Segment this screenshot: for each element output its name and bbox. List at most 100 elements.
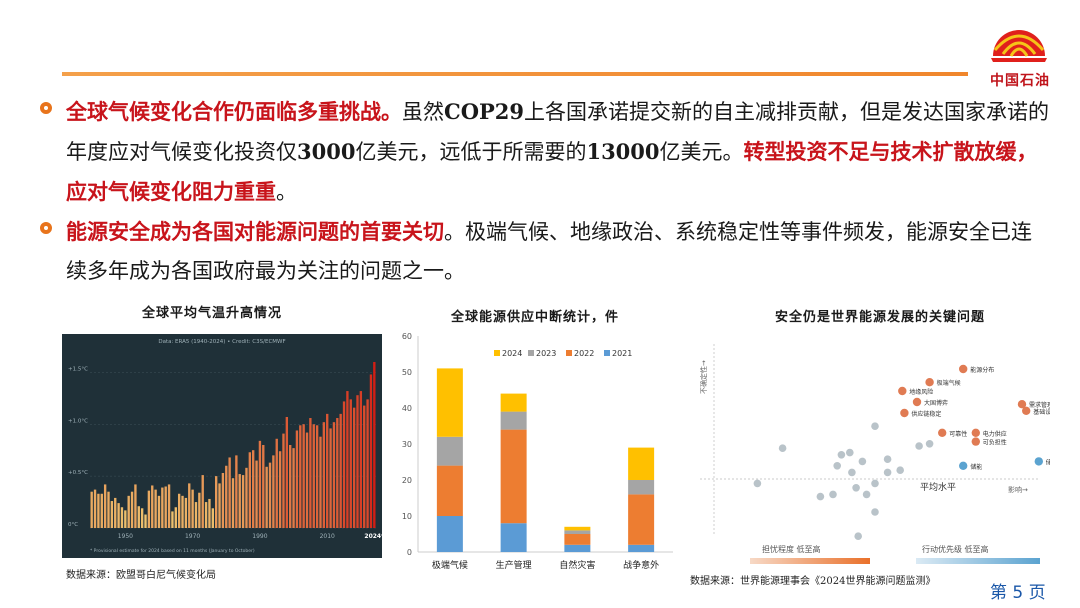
- security-concern-label: 担忧程度 低至高: [762, 544, 821, 554]
- temp-bar: [201, 475, 204, 528]
- paragraph-segment: 13000: [586, 139, 660, 164]
- security-point: [858, 457, 867, 466]
- temp-bar: [134, 484, 137, 528]
- supply-ytick-label: 60: [402, 332, 412, 341]
- security-point-labeled: [1022, 406, 1031, 415]
- temp-bar: [258, 440, 262, 528]
- temp-bar: [329, 428, 332, 528]
- supply-bar-segment: [500, 411, 527, 430]
- temp-bar: [137, 506, 140, 528]
- temp-bar: [292, 448, 295, 528]
- bullet-paragraph-climate: 全球气候变化合作仍面临多重挑战。虽然COP29上各国承诺提交新的自主减排贡献，但…: [40, 92, 1050, 212]
- temp-bar: [204, 502, 208, 528]
- supply-bar-segment: [564, 544, 591, 552]
- temp-bar: [140, 508, 144, 528]
- temp-bar: [252, 450, 255, 528]
- supply-bar-segment: [436, 516, 463, 552]
- cnpc-petal-logo-icon: [991, 30, 1047, 62]
- paragraph-segment: 亿美元。: [659, 140, 744, 164]
- temp-bar: [309, 418, 312, 528]
- temp-bar: [124, 510, 127, 528]
- security-point: [871, 508, 879, 516]
- security-chart-title: 安全仍是世界能源发展的关键问题: [774, 310, 985, 325]
- security-point: [896, 466, 904, 474]
- security-point-labeled: [959, 364, 968, 374]
- security-priority-gradient: [916, 558, 1040, 564]
- temp-xtick-label: 1970: [185, 533, 200, 540]
- temp-ytick-label: +1.0°C: [68, 418, 88, 424]
- temp-bar: [265, 466, 268, 528]
- temp-bar: [198, 492, 201, 528]
- temp-bar: [295, 430, 299, 528]
- temp-bar: [326, 413, 329, 528]
- bullet-ring-icon: [40, 102, 52, 114]
- temp-source-note: 数据来源：欧盟哥白尼气候变化局: [66, 570, 216, 581]
- supply-legend-swatch: [566, 350, 572, 356]
- temp-bar: [171, 511, 174, 528]
- security-concern-gradient: [750, 558, 870, 564]
- supply-legend-label: 2022: [574, 349, 594, 358]
- temp-bar: [315, 425, 319, 528]
- supply-bar-segment: [436, 465, 463, 516]
- temp-bar: [369, 374, 373, 528]
- supply-category-label: 生产管理: [496, 559, 532, 571]
- temp-bar: [107, 491, 110, 528]
- temp-bar: [356, 395, 359, 528]
- security-point-label: 储能设施: [1046, 458, 1050, 466]
- temp-bar: [312, 424, 315, 528]
- temp-bar: [174, 507, 177, 528]
- temp-bar: [248, 452, 252, 528]
- security-priority-label: 行动优先级 低至高: [922, 544, 989, 554]
- supply-legend-swatch: [528, 350, 534, 356]
- security-point-label: 大国博弈: [924, 399, 948, 407]
- temp-footnote: * Provisional estimate for 2024 based on…: [90, 548, 255, 554]
- temp-bar: [289, 445, 292, 528]
- temp-bar: [130, 491, 134, 528]
- supply-bar-segment: [628, 447, 655, 480]
- security-point-labeled: [959, 461, 968, 470]
- supply-ytick-label: 30: [402, 440, 412, 449]
- temp-bar: [208, 498, 211, 528]
- supply-bar-segment: [436, 436, 463, 466]
- security-point-label: 可靠性: [949, 430, 967, 438]
- paragraph-segment: 转型投资不足与技术扩散放缓，应对气候变化阻力重重: [66, 139, 1038, 204]
- paragraph-segment: 虽然: [402, 100, 444, 124]
- temp-bar: [97, 493, 100, 528]
- logo-text: 中国石油: [990, 73, 1050, 89]
- temp-bar: [305, 432, 309, 528]
- temp-bar: [181, 495, 184, 528]
- supply-bar-segment: [564, 534, 591, 545]
- temp-bar: [336, 418, 339, 528]
- temp-bar: [161, 487, 164, 528]
- security-point: [854, 532, 862, 540]
- temp-bar: [194, 502, 198, 528]
- temp-bar: [231, 478, 235, 528]
- temp-bar: [332, 422, 336, 528]
- supply-category-label: 战争意外: [623, 559, 659, 571]
- paragraph-segment: 。: [276, 180, 297, 204]
- temp-bar: [117, 503, 120, 528]
- supply-bar-segment: [628, 494, 655, 545]
- supply-ytick-label: 20: [402, 476, 412, 485]
- security-point: [871, 422, 879, 430]
- security-point-label: 地缘风险: [909, 388, 933, 396]
- temp-ytick-label: +1.5°C: [68, 366, 88, 372]
- security-point-label: 基础设施: [1033, 408, 1050, 416]
- temp-bar: [120, 507, 124, 528]
- supply-bar-segment: [436, 368, 463, 437]
- security-point: [852, 484, 860, 492]
- temp-bar: [184, 497, 188, 528]
- temp-bar: [225, 465, 228, 528]
- security-point: [862, 490, 871, 499]
- temp-bar: [359, 391, 363, 528]
- security-point-label: 电力供应: [983, 430, 1007, 438]
- supply-ytick-label: 10: [402, 512, 412, 521]
- security-point: [829, 490, 837, 499]
- temp-bar: [228, 457, 231, 528]
- security-point: [753, 479, 762, 488]
- supply-bar-segment: [564, 526, 591, 531]
- temp-xtick-label: 2010: [320, 533, 335, 540]
- security-point-labeled: [971, 428, 980, 437]
- security-point-labeled: [938, 428, 947, 437]
